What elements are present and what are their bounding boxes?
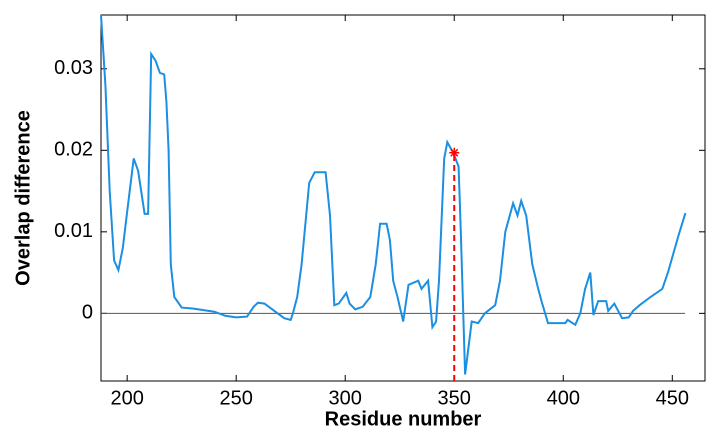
y-axis-label: Overlap difference [12,110,34,286]
x-axis-label: Residue number [325,408,482,430]
x-tick-label: 400 [547,387,580,409]
y-tick-label: 0.01 [54,220,93,242]
y-tick-label: 0 [82,302,93,324]
x-tick-label: 250 [220,387,253,409]
plot-frame [100,14,706,382]
data-line [100,14,687,375]
x-tick-label: 200 [110,387,143,409]
x-tick-label: 300 [329,387,362,409]
y-tick-label: 0.02 [54,139,93,161]
x-tick-label: 450 [656,387,689,409]
x-tick-label: 350 [438,387,471,409]
y-tick-label: 0.03 [54,57,93,79]
highlight-star [449,147,460,158]
